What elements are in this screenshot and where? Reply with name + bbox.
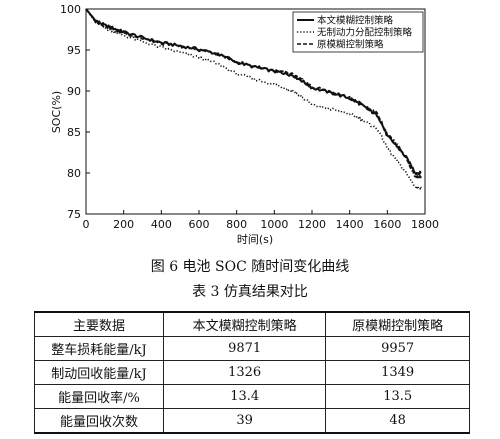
table-cell: 9957 (326, 337, 470, 361)
table-cell: 能量回收次数 (35, 409, 164, 434)
table-header-row: 主要数据 本文模糊控制策略 原模糊控制策略 (35, 312, 470, 337)
table-header-cell: 主要数据 (35, 312, 164, 337)
table-cell: 48 (326, 409, 470, 434)
y-tick-label: 75 (67, 208, 81, 221)
x-tick-label: 600 (189, 218, 210, 231)
y-tick-label: 100 (60, 3, 81, 16)
legend-label-series-1: 本文模糊控制策略 (317, 15, 394, 27)
x-tick-label: 1600 (373, 218, 401, 231)
x-tick-label: 1400 (336, 218, 364, 231)
table-row: 制动回收能量/kJ 1326 1349 (35, 361, 470, 385)
table-cell: 9871 (164, 337, 326, 361)
x-tick-label: 400 (151, 218, 172, 231)
legend: 本文模糊控制策略 无制动力分配控制策略 原模糊控制策略 (293, 12, 423, 52)
table-cell: 1349 (326, 361, 470, 385)
x-axis-label: 时间(s) (237, 233, 273, 246)
table-cell: 1326 (164, 361, 326, 385)
x-tick-label: 1000 (260, 218, 288, 231)
table-cell: 13.4 (164, 385, 326, 409)
results-table: 主要数据 本文模糊控制策略 原模糊控制策略 整车损耗能量/kJ 9871 995… (34, 311, 470, 434)
y-tick-label: 80 (67, 167, 81, 180)
x-tick-label: 1800 (411, 218, 439, 231)
x-tick-label: 800 (226, 218, 247, 231)
table-cell: 能量回收率/% (35, 385, 164, 409)
table-row: 整车损耗能量/kJ 9871 9957 (35, 337, 470, 361)
soc-chart: 0 200 400 600 800 1000 1200 1400 1600 1800 75 80 85 9… (0, 0, 500, 258)
x-tick-label: 200 (113, 218, 134, 231)
table-row: 能量回收率/% 13.4 13.5 (35, 385, 470, 409)
legend-label-series-2: 无制动力分配控制策略 (317, 27, 413, 39)
table-row: 能量回收次数 39 48 (35, 409, 470, 434)
table-header-cell: 原模糊控制策略 (326, 312, 470, 337)
table-cell: 制动回收能量/kJ (35, 361, 164, 385)
table-header-cell: 本文模糊控制策略 (164, 312, 326, 337)
table-caption: 表 3 仿真结果对比 (0, 283, 500, 301)
table-cell: 13.5 (326, 385, 470, 409)
table-cell: 39 (164, 409, 326, 434)
y-tick-label: 85 (67, 126, 81, 139)
y-tick-label: 95 (67, 44, 81, 57)
legend-label-series-3: 原模糊控制策略 (317, 39, 384, 51)
soc-chart-svg: 0 200 400 600 800 1000 1200 1400 1600 1800 75 80 85 9… (0, 0, 500, 258)
table-cell: 整车损耗能量/kJ (35, 337, 164, 361)
figure-caption: 图 6 电池 SOC 随时间变化曲线 (0, 258, 500, 276)
y-axis-label: SOC(%) (50, 91, 63, 133)
x-tick-label: 1200 (298, 218, 326, 231)
x-tick-label: 0 (83, 218, 90, 231)
y-tick-label: 90 (67, 85, 81, 98)
